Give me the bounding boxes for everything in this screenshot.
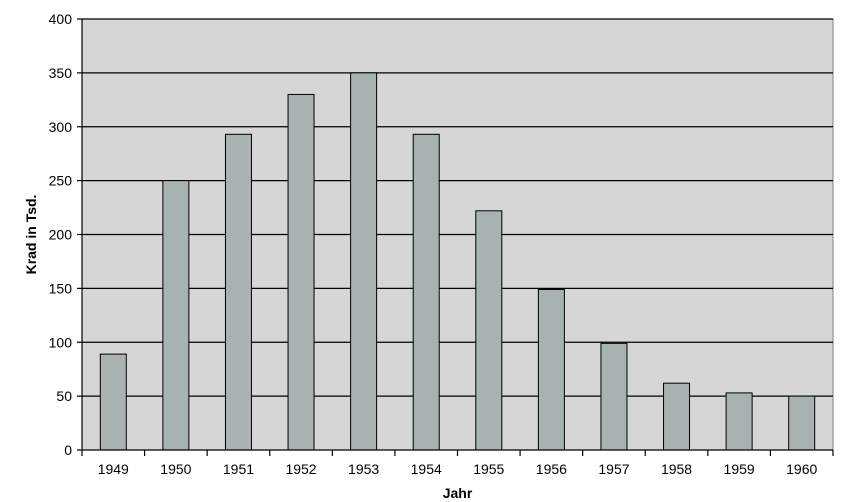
x-axis-title: Jahr: [443, 485, 473, 501]
x-tick-label-1956: 1956: [536, 461, 567, 477]
y-tick-label: 0: [64, 442, 72, 458]
axes: [77, 18, 834, 456]
gridlines: [82, 18, 833, 397]
bar-1959: [725, 392, 753, 451]
y-tick-label: 50: [56, 388, 72, 404]
x-tick-label-1960: 1960: [786, 461, 817, 477]
y-tick-label: 100: [49, 334, 73, 350]
x-tick-label-1958: 1958: [661, 461, 692, 477]
x-tick-label-1955: 1955: [473, 461, 504, 477]
bar-1956: [537, 288, 565, 451]
x-tick-label-1954: 1954: [411, 461, 442, 477]
y-tick-label: 350: [49, 65, 73, 81]
bar-1960: [788, 395, 816, 451]
x-tick-label-1951: 1951: [223, 461, 254, 477]
x-tick-label-1953: 1953: [348, 461, 379, 477]
y-tick-labels: 0 50 100 150 200 250 300 350 400: [49, 11, 73, 458]
x-tick-label-1959: 1959: [724, 461, 755, 477]
bar-1951: [224, 133, 252, 451]
y-tick-label: 200: [49, 227, 73, 243]
bar-1958: [663, 382, 691, 451]
bar-1949: [99, 353, 127, 451]
bar-1957: [600, 342, 628, 451]
y-tick-label: 300: [49, 119, 73, 135]
x-tick-labels: 1949 1950 1951 1952 1953 1954 1955 1956 1957 1958…: [98, 461, 818, 477]
y-tick-label: 250: [49, 173, 73, 189]
x-tick-label-1950: 1950: [160, 461, 191, 477]
x-tick-label-1952: 1952: [285, 461, 316, 477]
bar-1952: [287, 93, 315, 451]
bar-1950: [162, 180, 190, 451]
y-tick-label: 400: [49, 11, 73, 27]
y-tick-label: 150: [49, 280, 73, 296]
x-tick-label-1949: 1949: [98, 461, 129, 477]
bar-1954: [412, 133, 440, 451]
x-tick-label-1957: 1957: [598, 461, 629, 477]
bar-1953: [350, 72, 378, 451]
bar-1955: [475, 210, 503, 451]
y-axis-title: Krad in Tsd.: [23, 195, 39, 275]
bars: [99, 72, 816, 451]
